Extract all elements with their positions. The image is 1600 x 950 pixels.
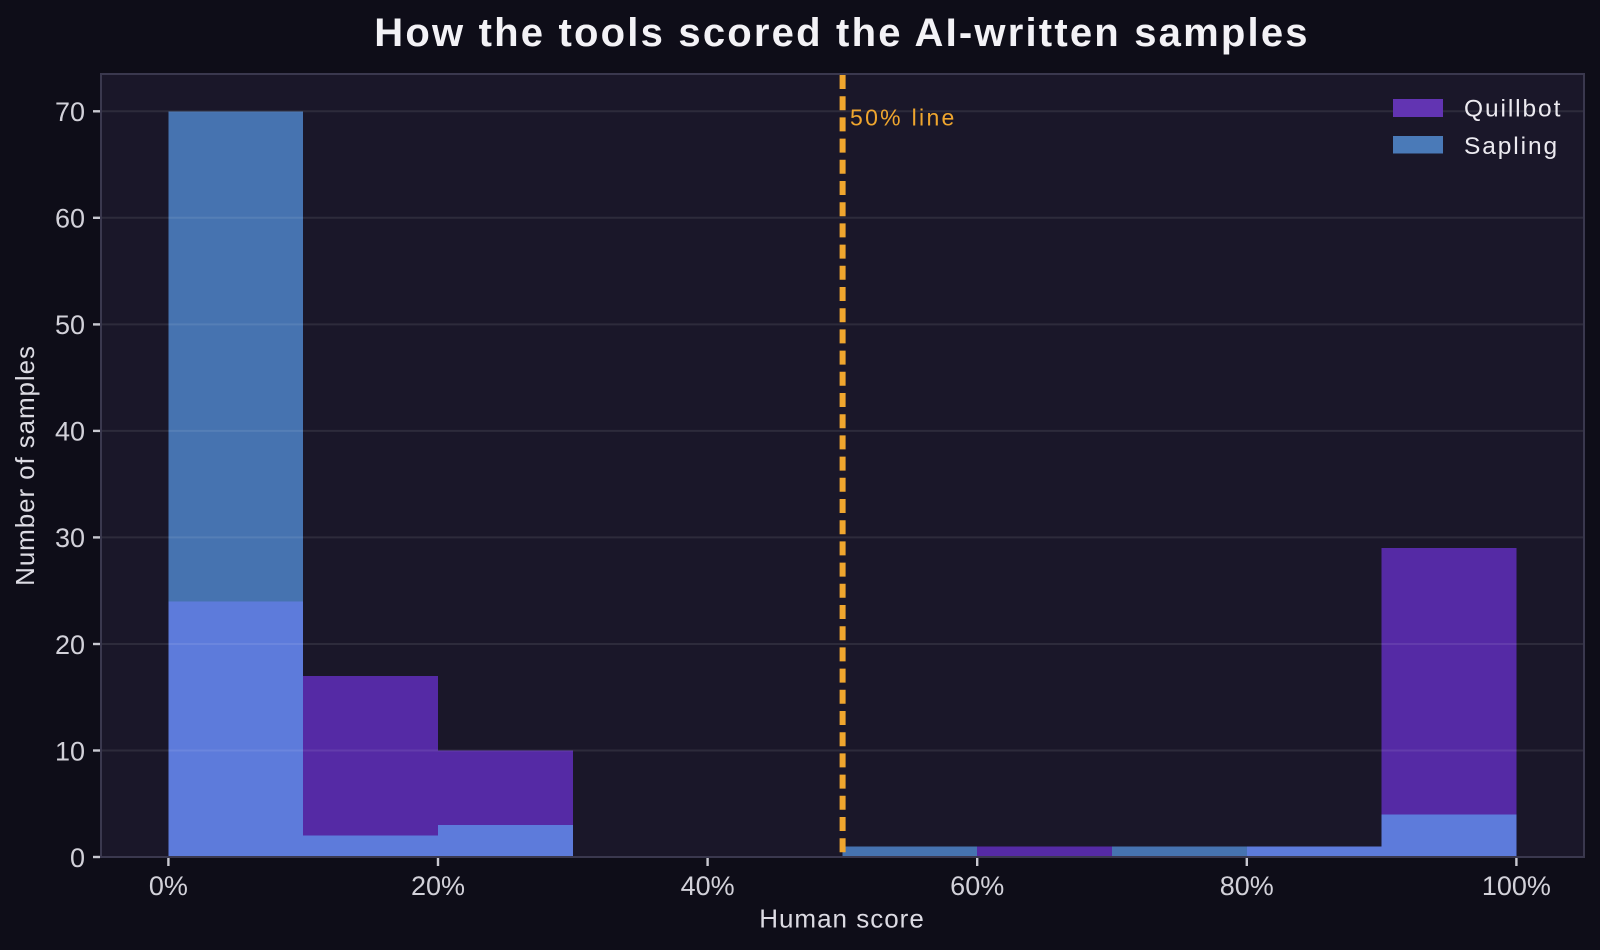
svg-text:Human score: Human score: [759, 904, 925, 934]
svg-text:80%: 80%: [1220, 871, 1274, 901]
svg-text:0%: 0%: [149, 871, 188, 901]
svg-text:20%: 20%: [411, 871, 465, 901]
svg-text:10: 10: [55, 736, 85, 766]
svg-text:0: 0: [70, 843, 85, 873]
svg-text:How the tools scored the AI-wr: How the tools scored the AI-written samp…: [374, 11, 1309, 55]
svg-text:60%: 60%: [950, 871, 1004, 901]
svg-text:30: 30: [55, 523, 85, 553]
svg-text:Number of samples: Number of samples: [10, 345, 40, 586]
svg-text:40%: 40%: [681, 871, 735, 901]
svg-text:40: 40: [55, 417, 85, 447]
svg-text:Sapling: Sapling: [1464, 133, 1559, 160]
svg-text:60: 60: [55, 204, 85, 234]
svg-text:70: 70: [55, 97, 85, 127]
svg-text:Quillbot: Quillbot: [1464, 96, 1562, 123]
svg-text:50% line: 50% line: [850, 105, 957, 131]
svg-text:100%: 100%: [1482, 871, 1551, 901]
svg-text:50: 50: [55, 310, 85, 340]
svg-text:20: 20: [55, 630, 85, 660]
